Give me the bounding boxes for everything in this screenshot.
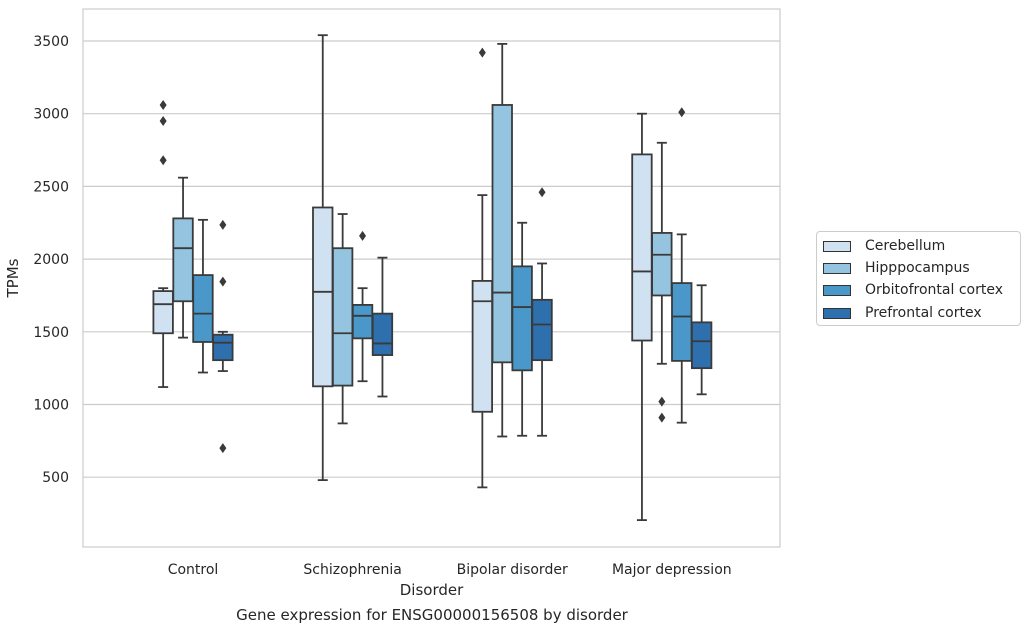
- legend-item-prefrontal: Prefrontal cortex: [823, 303, 982, 323]
- box-hipppocampus: [331, 213, 354, 425]
- x-tick-label: Major depression: [612, 562, 732, 578]
- x-tick-label: Bipolar disorder: [457, 562, 568, 578]
- outlier-point: [359, 230, 367, 241]
- outlier-point: [538, 187, 546, 198]
- box-prefrontal-cortex: [212, 219, 234, 454]
- outlier-point: [159, 99, 167, 110]
- box-cerebellum: [471, 47, 494, 489]
- y-tick-label: 3500: [33, 34, 69, 50]
- legend-swatch: [823, 307, 851, 319]
- chart-title: Gene expression for ENSG00000156508 by d…: [236, 606, 628, 624]
- legend-label: Prefrontal cortex: [865, 305, 982, 321]
- box-iqr: [212, 333, 234, 362]
- box-orbitofrontal-cortex: [351, 230, 374, 383]
- box-orbitofrontal-cortex: [192, 218, 214, 374]
- legend-item-hippocampus: Hipppocampus: [823, 258, 970, 278]
- x-tick-label: Control: [168, 562, 219, 578]
- y-tick-label: 1500: [33, 325, 69, 341]
- legend-swatch: [823, 262, 851, 274]
- box-hipppocampus: [651, 141, 673, 423]
- box-prefrontal-cortex: [691, 284, 713, 396]
- box-cerebellum: [152, 99, 174, 388]
- y-tick-label: 1000: [33, 398, 69, 414]
- box-iqr: [691, 321, 713, 370]
- y-tick-label: 2000: [33, 252, 69, 268]
- x-tick-label: Schizophrenia: [303, 562, 401, 578]
- box-iqr: [651, 232, 673, 297]
- box-iqr: [312, 206, 334, 388]
- legend-item-orbitofrontal: Orbitofrontal cortex: [823, 280, 1003, 300]
- box-orbitofrontal-cortex: [671, 107, 693, 424]
- box-hipppocampus: [172, 176, 194, 339]
- legend-label: Cerebellum: [865, 238, 946, 254]
- outlier-point: [219, 276, 227, 287]
- box-hipppocampus: [491, 42, 513, 438]
- box-iqr: [491, 104, 513, 364]
- outlier-point: [478, 47, 486, 58]
- box-iqr: [331, 247, 354, 387]
- box-iqr: [631, 153, 653, 342]
- outlier-point: [219, 443, 227, 454]
- y-axis-title: TPMs: [4, 258, 22, 298]
- box-cerebellum: [312, 34, 334, 482]
- y-tick-label: 2500: [33, 179, 69, 195]
- plot-frame: [82, 8, 781, 548]
- outlier-point: [658, 412, 666, 423]
- x-axis-ticks: Control Schizophrenia Bipolar disorder Majo…: [168, 562, 732, 578]
- outlier-point: [159, 155, 167, 166]
- box-cerebellum: [631, 112, 653, 521]
- box-orbitofrontal-cortex: [511, 221, 533, 437]
- outlier-point: [219, 219, 227, 230]
- legend-label: Hipppocampus: [865, 260, 970, 276]
- outlier-point: [159, 115, 167, 126]
- box-prefrontal-cortex: [371, 256, 394, 398]
- box-iqr: [511, 265, 533, 372]
- legend: Cerebellum Hipppocampus Orbitofrontal co…: [816, 231, 1021, 326]
- y-tick-label: 500: [42, 470, 69, 486]
- legend-swatch: [823, 240, 851, 252]
- legend-label: Orbitofrontal cortex: [865, 282, 1003, 298]
- box-prefrontal-cortex: [531, 187, 553, 437]
- box-iqr: [172, 217, 194, 303]
- box-iqr: [351, 303, 374, 340]
- box-iqr: [192, 274, 214, 343]
- y-tick-label: 3000: [33, 107, 69, 123]
- legend-item-cerebellum: Cerebellum: [823, 236, 945, 256]
- box-iqr: [531, 298, 553, 362]
- box-iqr: [671, 282, 693, 362]
- outlier-point: [658, 396, 666, 407]
- legend-swatch: [823, 284, 851, 296]
- y-axis-ticks: 500 1000 1500 2000 2500 3000 3500: [33, 34, 69, 486]
- outlier-point: [678, 107, 686, 118]
- x-axis-title: Disorder: [400, 581, 464, 599]
- boxes: [152, 34, 713, 521]
- box-iqr: [152, 290, 174, 335]
- box-iqr: [371, 312, 394, 356]
